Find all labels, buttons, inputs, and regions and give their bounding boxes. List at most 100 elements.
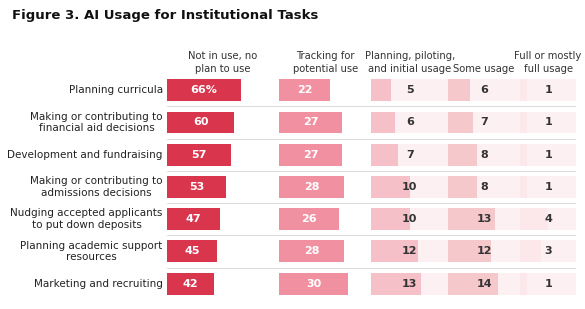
Text: Figure 3. AI Usage for Institutional Tasks: Figure 3. AI Usage for Institutional Tas… (12, 9, 318, 22)
FancyBboxPatch shape (371, 79, 448, 101)
FancyBboxPatch shape (167, 79, 241, 101)
FancyBboxPatch shape (448, 144, 477, 166)
Text: Making or contributing to
financial aid decisions: Making or contributing to financial aid … (30, 112, 163, 133)
Text: 3: 3 (544, 246, 552, 256)
FancyBboxPatch shape (371, 208, 410, 230)
FancyBboxPatch shape (280, 79, 330, 101)
FancyBboxPatch shape (371, 112, 448, 133)
FancyBboxPatch shape (520, 144, 527, 166)
Text: 8: 8 (480, 150, 488, 160)
Text: Tracking for
potential use: Tracking for potential use (292, 51, 358, 74)
FancyBboxPatch shape (167, 176, 226, 198)
FancyBboxPatch shape (280, 144, 371, 166)
Text: 13: 13 (402, 279, 418, 289)
Text: 30: 30 (307, 279, 322, 289)
Text: Planning academic support
resources: Planning academic support resources (20, 241, 163, 262)
Text: 1: 1 (544, 150, 552, 160)
FancyBboxPatch shape (371, 79, 391, 101)
Text: 27: 27 (302, 150, 318, 160)
Text: 8: 8 (480, 182, 488, 192)
Text: 53: 53 (189, 182, 204, 192)
FancyBboxPatch shape (167, 208, 219, 230)
Text: 14: 14 (476, 279, 492, 289)
FancyBboxPatch shape (448, 273, 520, 294)
Text: Planning curricula: Planning curricula (68, 85, 163, 95)
FancyBboxPatch shape (448, 176, 520, 198)
FancyBboxPatch shape (280, 112, 371, 133)
Text: Nudging accepted applicants
to put down deposits: Nudging accepted applicants to put down … (11, 208, 163, 230)
Text: 10: 10 (402, 182, 418, 192)
FancyBboxPatch shape (167, 112, 280, 133)
Text: 4: 4 (544, 214, 552, 224)
FancyBboxPatch shape (448, 273, 498, 294)
FancyBboxPatch shape (371, 144, 448, 166)
FancyBboxPatch shape (448, 112, 520, 133)
FancyBboxPatch shape (371, 273, 421, 294)
FancyBboxPatch shape (371, 144, 398, 166)
Text: Full or mostly
full usage: Full or mostly full usage (514, 51, 581, 74)
Text: 12: 12 (476, 246, 492, 256)
Text: 13: 13 (476, 214, 492, 224)
Text: 6: 6 (480, 85, 488, 95)
Text: Some usage: Some usage (453, 64, 515, 74)
FancyBboxPatch shape (280, 144, 342, 166)
FancyBboxPatch shape (371, 240, 448, 262)
Text: 57: 57 (191, 150, 207, 160)
FancyBboxPatch shape (280, 240, 344, 262)
FancyBboxPatch shape (167, 240, 280, 262)
Text: 10: 10 (402, 214, 418, 224)
Text: 1: 1 (544, 117, 552, 128)
FancyBboxPatch shape (520, 273, 527, 294)
FancyBboxPatch shape (280, 79, 371, 101)
FancyBboxPatch shape (167, 208, 280, 230)
FancyBboxPatch shape (520, 112, 527, 133)
FancyBboxPatch shape (448, 208, 495, 230)
Text: Marketing and recruiting: Marketing and recruiting (34, 279, 163, 289)
FancyBboxPatch shape (280, 208, 371, 230)
FancyBboxPatch shape (280, 273, 349, 294)
Text: 42: 42 (183, 279, 198, 289)
FancyBboxPatch shape (371, 208, 448, 230)
FancyBboxPatch shape (520, 79, 527, 101)
FancyBboxPatch shape (448, 240, 520, 262)
FancyBboxPatch shape (280, 208, 339, 230)
Text: 60: 60 (193, 117, 208, 128)
FancyBboxPatch shape (520, 112, 576, 133)
FancyBboxPatch shape (448, 144, 520, 166)
FancyBboxPatch shape (167, 112, 234, 133)
Text: Making or contributing to
admissions decisions: Making or contributing to admissions dec… (30, 176, 163, 198)
FancyBboxPatch shape (448, 112, 473, 133)
FancyBboxPatch shape (520, 240, 541, 262)
FancyBboxPatch shape (167, 240, 218, 262)
FancyBboxPatch shape (371, 273, 448, 294)
FancyBboxPatch shape (448, 176, 477, 198)
Text: 22: 22 (297, 85, 312, 95)
FancyBboxPatch shape (371, 240, 418, 262)
FancyBboxPatch shape (520, 208, 548, 230)
Text: Planning, piloting,
and initial usage: Planning, piloting, and initial usage (364, 51, 455, 74)
FancyBboxPatch shape (520, 208, 576, 230)
FancyBboxPatch shape (520, 176, 576, 198)
Text: 45: 45 (184, 246, 200, 256)
Text: 7: 7 (480, 117, 488, 128)
Text: 1: 1 (544, 85, 552, 95)
Text: 5: 5 (406, 85, 414, 95)
Text: 27: 27 (302, 117, 318, 128)
FancyBboxPatch shape (371, 176, 410, 198)
FancyBboxPatch shape (520, 176, 527, 198)
Text: 66%: 66% (191, 85, 217, 95)
Text: 1: 1 (544, 182, 552, 192)
FancyBboxPatch shape (371, 176, 448, 198)
Text: 28: 28 (304, 246, 319, 256)
Text: 47: 47 (185, 214, 201, 224)
FancyBboxPatch shape (448, 240, 491, 262)
Text: 26: 26 (301, 214, 317, 224)
FancyBboxPatch shape (520, 273, 576, 294)
Text: 6: 6 (406, 117, 414, 128)
FancyBboxPatch shape (448, 79, 520, 101)
FancyBboxPatch shape (448, 208, 520, 230)
FancyBboxPatch shape (280, 240, 371, 262)
FancyBboxPatch shape (167, 273, 280, 294)
Text: Not in use, no
plan to use: Not in use, no plan to use (188, 51, 257, 74)
Text: 7: 7 (406, 150, 414, 160)
